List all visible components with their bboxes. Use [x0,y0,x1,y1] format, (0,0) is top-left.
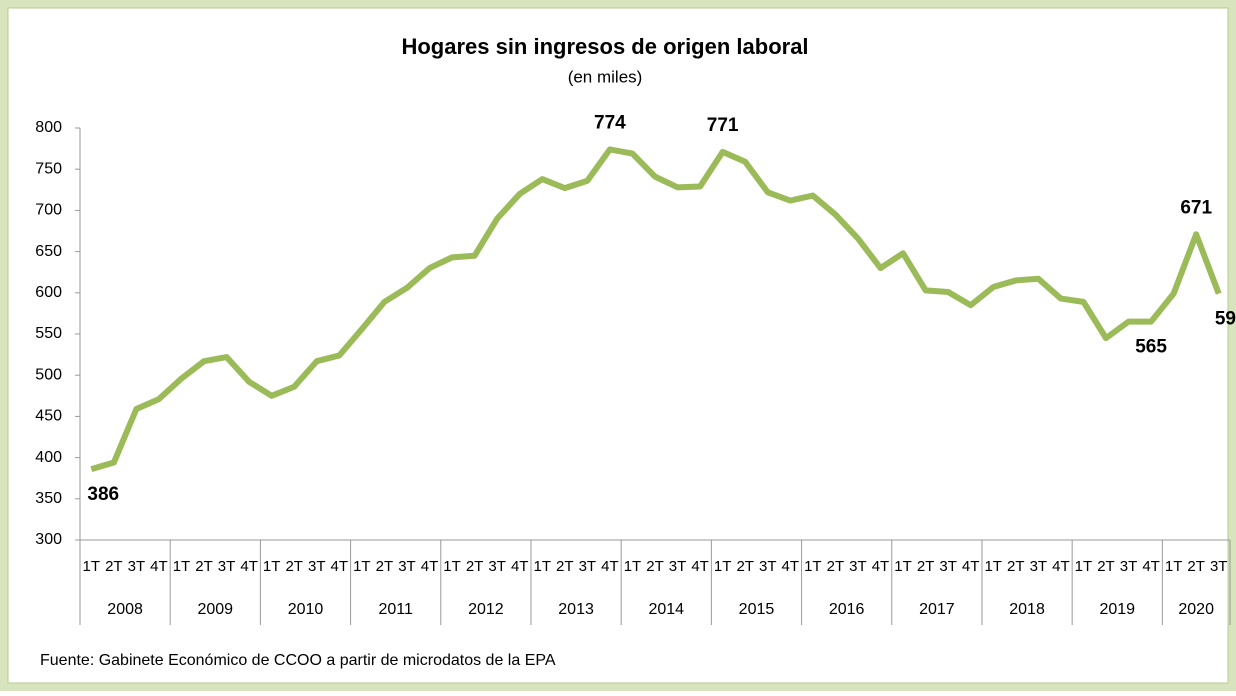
x-tick-label: 2T [917,558,935,575]
year-label: 2019 [1099,601,1135,618]
x-tick-label: 2T [195,558,213,575]
x-tick-label: 2T [285,558,303,575]
x-tick-label: 3T [398,558,416,575]
data-label: 671 [1180,197,1212,218]
y-tick-label: 600 [35,284,62,301]
x-tick-label: 2T [1097,558,1115,575]
x-tick-label: 1T [804,558,822,575]
year-label: 2013 [558,601,594,618]
x-tick-label: 1T [443,558,461,575]
x-tick-label: 2T [1187,558,1205,575]
x-tick-label: 2T [1007,558,1025,575]
x-tick-label: 2T [646,558,664,575]
y-tick-label: 650 [35,243,62,260]
y-tick-label: 350 [35,490,62,507]
year-label: 2020 [1178,601,1214,618]
data-label: 599 [1215,309,1236,330]
x-tick-label: 1T [353,558,371,575]
x-tick-label: 4T [421,558,439,575]
source: Fuente: Gabinete Económico de CCOO a par… [40,652,556,669]
x-tick-label: 1T [533,558,551,575]
x-tick-label: 4T [872,558,890,575]
x-tick-label: 4T [240,558,258,575]
x-tick-label: 1T [263,558,281,575]
x-tick-label: 4T [511,558,529,575]
panel [7,7,1229,684]
x-tick-label: 4T [691,558,709,575]
x-tick-label: 3T [849,558,867,575]
y-tick-label: 500 [35,366,62,383]
x-tick-label: 4T [1052,558,1070,575]
x-tick-label: 3T [759,558,777,575]
x-tick-label: 3T [218,558,236,575]
chart-subtitle: (en miles) [568,67,643,86]
y-tick-label: 300 [35,531,62,548]
x-tick-label: 4T [601,558,619,575]
x-tick-label: 1T [1165,558,1183,575]
y-tick-label: 800 [35,119,62,136]
x-tick-label: 2T [105,558,123,575]
x-tick-label: 3T [1030,558,1048,575]
x-tick-label: 4T [962,558,980,575]
x-tick-label: 2T [556,558,574,575]
x-tick-label: 4T [782,558,800,575]
x-tick-label: 4T [1142,558,1160,575]
data-label: 565 [1135,337,1167,358]
data-label: 386 [87,484,119,505]
x-tick-label: 3T [1210,558,1228,575]
x-tick-label: 1T [984,558,1002,575]
year-label: 2016 [829,601,865,618]
x-tick-label: 1T [894,558,912,575]
x-tick-label: 1T [83,558,101,575]
year-label: 2008 [107,601,143,618]
x-tick-label: 1T [714,558,732,575]
x-tick-label: 3T [488,558,506,575]
line [90,146,1222,473]
x-tick-label: 2T [466,558,484,575]
y-tick-label: 700 [35,202,62,219]
x-tick-label: 1T [173,558,191,575]
x-tick-label: 2T [827,558,845,575]
y-tick-label: 750 [35,160,62,177]
x-tick-label: 3T [128,558,146,575]
year-label: 2014 [648,601,684,618]
year-label: 2015 [739,601,775,618]
year-label: 2017 [919,601,955,618]
x-tick-label: 4T [150,558,168,575]
x-tick-label: 2T [376,558,394,575]
x-tick-label: 1T [624,558,642,575]
y-tick-label: 550 [35,325,62,342]
chart-title: Hogares sin ingresos de origen laboral [401,34,808,59]
y-tick-label: 450 [35,408,62,425]
year-label: 2011 [378,601,413,618]
year-label: 2010 [288,601,324,618]
x-tick-label: 1T [1075,558,1093,575]
year-label: 2018 [1009,601,1045,618]
data-label: 774 [594,112,626,133]
x-tick-label: 3T [308,558,326,575]
x-tick-label: 2T [736,558,754,575]
data-label: 771 [707,115,739,136]
x-tick-label: 3T [939,558,957,575]
year-label: 2012 [468,601,504,618]
x-tick-label: 3T [1120,558,1138,575]
x-tick-label: 3T [669,558,687,575]
year-label: 2009 [197,601,233,618]
y-tick-label: 400 [35,449,62,466]
x-tick-label: 4T [331,558,349,575]
x-tick-label: 3T [579,558,597,575]
